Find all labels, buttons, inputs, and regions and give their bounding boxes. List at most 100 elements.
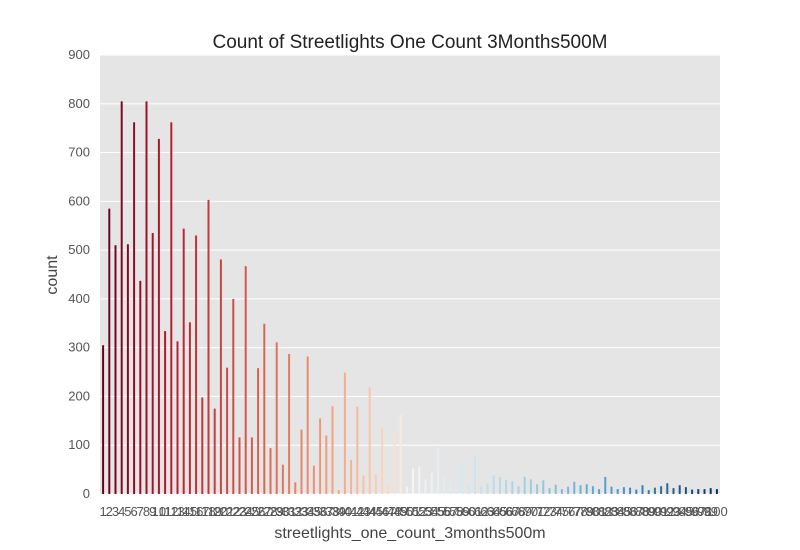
bar [486,483,489,494]
x-tick-label: 27 [257,504,271,519]
bar [567,486,570,494]
bar [275,342,278,494]
x-tick-label: 6 [130,504,137,519]
x-tick-label: 93 [666,504,680,519]
x-tick-label: 29 [269,504,283,519]
bar [374,474,377,494]
bar [288,354,291,494]
y-tick-label: 100 [68,437,90,452]
bar [226,367,229,494]
x-tick-label: 75 [555,504,569,519]
x-tick-label: 97 [691,504,705,519]
bar [207,199,210,494]
bar [653,487,656,494]
x-tick-label: 31 [282,504,296,519]
y-tick-label: 900 [68,47,90,62]
bar [257,368,260,494]
x-tick-label: 21 [220,504,234,519]
bar [263,323,266,494]
bar [443,477,446,494]
bar [542,480,545,494]
x-tick-label: 71 [530,504,544,519]
x-tick-label: 42 [350,504,364,519]
y-tick-label: 700 [68,145,90,160]
bar [381,427,384,494]
x-tick-label: 95 [679,504,693,519]
bar [331,406,334,494]
bar [529,479,532,494]
bar [660,486,663,494]
bar [709,488,712,494]
chart-title: Count of Streetlights One Count 3Months5… [212,32,607,53]
bar [319,418,322,494]
bar [480,486,483,494]
bar [703,489,706,494]
bar [684,487,687,494]
bar [672,488,675,494]
x-tick-label: 30 [276,504,290,519]
bar [418,467,421,494]
bar [610,486,613,494]
bar [591,486,594,494]
x-tick-label: 52 [412,504,426,519]
bar [678,485,681,494]
x-tick-label: 100 [706,504,728,519]
bar [250,437,253,494]
x-tick-label: 17 [195,504,209,519]
y-tick-labels: 0 100 200 300 400 500 600 700 800 900 [68,47,90,501]
bar [616,489,619,494]
x-tick-label: 57 [443,504,457,519]
x-tick-label: 89 [641,504,655,519]
bar [145,101,148,494]
bars [102,101,718,495]
x-tick-label: 73 [542,504,556,519]
bar [238,437,241,494]
bar [133,122,136,494]
y-tick-label: 500 [68,242,90,257]
bar [691,489,694,494]
bar [430,472,433,494]
x-tick-label: 8 [143,504,150,519]
x-tick-label: 41 [344,504,358,519]
bar [585,484,588,494]
bar [114,245,117,494]
x-tick-label: 33 [294,504,308,519]
y-axis-label: count [44,255,61,295]
bar [312,465,315,494]
bar [573,481,576,494]
x-tick-label: 90 [648,504,662,519]
x-tick-label: 56 [437,504,451,519]
x-tick-label: 32 [288,504,302,519]
y-tick-label: 400 [68,291,90,306]
x-tick-label: 20 [214,504,228,519]
bar [269,448,272,494]
x-tick-label: 79 [579,504,593,519]
bar [399,414,402,494]
y-tick-label: 0 [83,486,90,501]
x-tick-label: 87 [629,504,643,519]
y-tick-label: 600 [68,193,90,208]
bar [281,464,284,494]
bar [170,122,173,494]
bar [511,481,514,494]
x-tick-label: 10 [152,504,166,519]
x-tick-label: 61 [468,504,482,519]
x-tick-label: 85 [617,504,631,519]
bar [213,408,216,494]
x-tick-label: 13 [170,504,184,519]
x-tick-label: 11 [158,504,172,519]
x-tick-label: 25 [245,504,259,519]
bar [120,101,123,494]
bar [306,356,309,494]
x-tick-label: 96 [685,504,699,519]
bar [157,138,160,494]
x-tick-label: 60 [462,504,476,519]
bar [598,489,601,494]
plot-area [100,55,720,494]
bar [325,435,328,494]
x-tick-label: 91 [654,504,668,519]
bar [635,489,638,494]
bar [436,447,439,494]
x-tick-label: 22 [226,504,240,519]
y-tick-label: 200 [68,388,90,403]
